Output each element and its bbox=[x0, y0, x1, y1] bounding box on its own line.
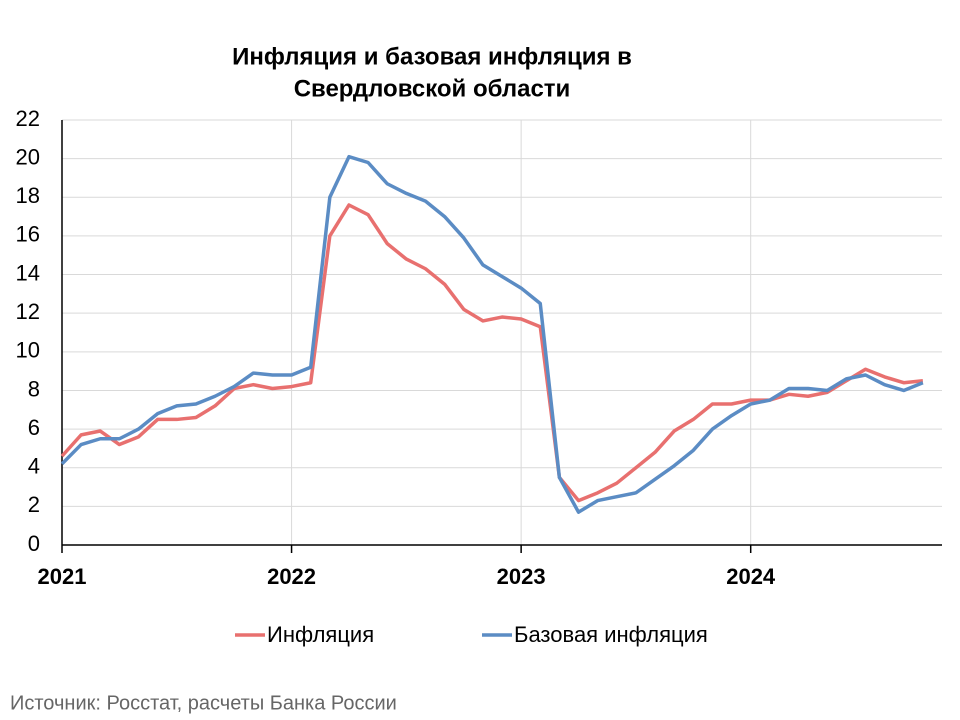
line-series bbox=[60, 154, 924, 514]
y-tick-label: 22 bbox=[16, 106, 40, 131]
x-tick-label: 2024 bbox=[726, 564, 776, 589]
x-tick-label: 2021 bbox=[38, 564, 87, 589]
x-tick-label: 2023 bbox=[497, 564, 546, 589]
y-tick-label: 20 bbox=[16, 144, 40, 169]
source-note: Источник: Росстат, расчеты Банка России bbox=[10, 692, 397, 714]
y-tick-label: 4 bbox=[28, 454, 40, 479]
x-tick-label: 2022 bbox=[267, 564, 316, 589]
y-tick-label: 16 bbox=[16, 222, 40, 247]
legend-label: Инфляция bbox=[267, 622, 374, 647]
y-tick-label: 14 bbox=[16, 260, 40, 285]
legend-label: Базовая инфляция bbox=[514, 622, 708, 647]
y-tick-label: 2 bbox=[28, 492, 40, 517]
y-tick-label: 8 bbox=[28, 376, 40, 401]
y-tick-label: 12 bbox=[16, 299, 40, 324]
y-tick-label: 0 bbox=[28, 531, 40, 556]
chart-title: Свердловской области bbox=[294, 75, 571, 102]
y-tick-label: 6 bbox=[28, 415, 40, 440]
line-series bbox=[60, 203, 924, 503]
y-tick-label: 10 bbox=[16, 338, 40, 363]
chart-title: Инфляция и базовая инфляция в bbox=[232, 43, 632, 70]
y-tick-label: 18 bbox=[16, 183, 40, 208]
